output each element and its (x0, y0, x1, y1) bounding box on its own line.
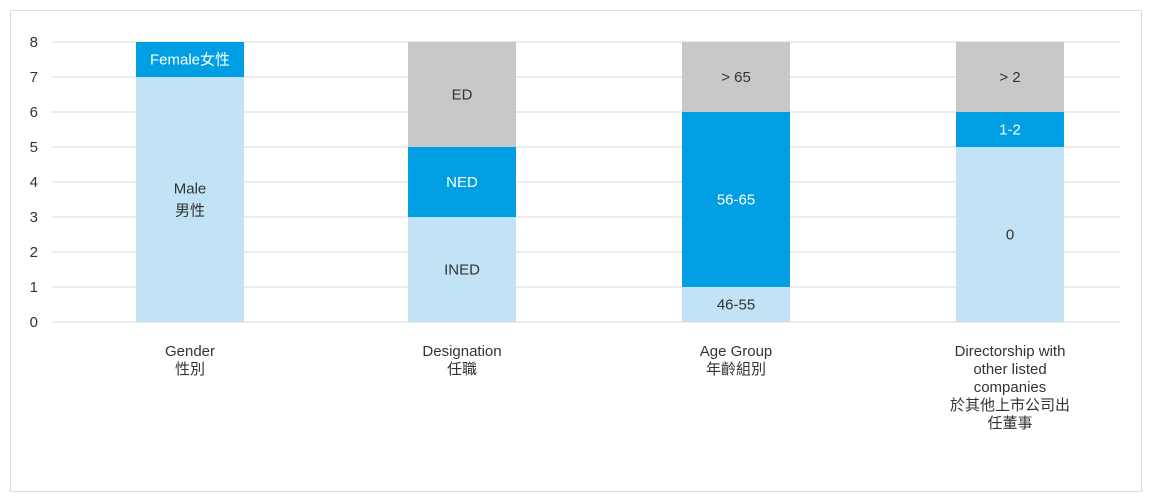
segment-label-line: ED (452, 87, 473, 104)
bar-segment (956, 147, 1064, 322)
segment-label-line: > 2 (999, 69, 1020, 86)
bar-segment (408, 42, 516, 147)
category-label-line: Directorship with (955, 343, 1066, 360)
bar-segment (956, 112, 1064, 147)
y-tick-label: 0 (30, 314, 38, 331)
bar-segment (682, 112, 790, 287)
category-label: Directorship with other listed companies 於其… (950, 343, 1070, 432)
segment-label: 56-65 (717, 192, 755, 209)
segment-label: Female女性 (150, 51, 230, 69)
bars (136, 42, 1064, 322)
segment-label-line: 1-2 (999, 122, 1021, 139)
y-axis-ticks: 0 1 2 3 4 5 6 7 8 (30, 34, 38, 331)
y-tick-label: 1 (30, 279, 38, 296)
category-label-line: 任董事 (987, 415, 1032, 432)
bar-segment (408, 147, 516, 217)
category-label: Gender 性別 (165, 343, 215, 378)
chart-frame (10, 10, 1142, 492)
category-label-line: 年齡組別 (706, 361, 766, 378)
segment-label-line: NED (446, 174, 478, 191)
segment-label: 0 (1006, 227, 1014, 244)
bar-segment (682, 287, 790, 322)
segment-label: ED (452, 87, 473, 104)
segment-label-line: > 65 (721, 69, 751, 86)
category-label: Age Group 年齡組別 (700, 343, 773, 378)
segment-labels: Male 男性 Female女性 INED NED ED 46-55 56-65 > 65 0 1-… (150, 51, 1021, 314)
bar-segment (136, 77, 244, 322)
category-label-line: Gender (165, 343, 215, 360)
category-label-line: other listed (973, 361, 1046, 378)
category-label: Designation 任職 (422, 343, 501, 378)
category-label-line: 於其他上市公司出 (950, 397, 1070, 414)
y-tick-label: 3 (30, 209, 38, 226)
segment-label-line: 56-65 (717, 192, 755, 209)
segment-label: Male 男性 (174, 181, 207, 220)
category-label-line: Designation (422, 343, 501, 360)
bar-segment (408, 217, 516, 322)
y-tick-label: 5 (30, 139, 38, 156)
y-tick-label: 4 (30, 174, 38, 191)
segment-label: INED (444, 262, 480, 279)
bar-segment (956, 42, 1064, 112)
segment-label: > 65 (721, 69, 751, 86)
segment-label-line: 男性 (175, 203, 205, 220)
category-labels: Gender 性別 Designation 任職 Age Group 年齡組別 Direct… (165, 343, 1070, 432)
segment-label-line: 0 (1006, 227, 1014, 244)
category-label-line: 任職 (447, 361, 477, 378)
segment-label-line: Male (174, 181, 207, 198)
y-tick-label: 2 (30, 244, 38, 261)
y-tick-label: 6 (30, 104, 38, 121)
y-tick-label: 8 (30, 34, 38, 51)
segment-label-line: Female女性 (150, 51, 230, 69)
y-tick-label: 7 (30, 69, 38, 86)
segment-label-line: INED (444, 262, 480, 279)
category-label-line: companies (974, 379, 1047, 396)
category-label-line: Age Group (700, 343, 773, 360)
segment-label: 1-2 (999, 122, 1021, 139)
segment-label: > 2 (999, 69, 1020, 86)
segment-label-line: 46-55 (717, 297, 755, 314)
segment-label: 46-55 (717, 297, 755, 314)
bar-segment (682, 42, 790, 112)
category-label-line: 性別 (175, 361, 205, 378)
segment-label: NED (446, 174, 478, 191)
bar-segment (136, 42, 244, 77)
